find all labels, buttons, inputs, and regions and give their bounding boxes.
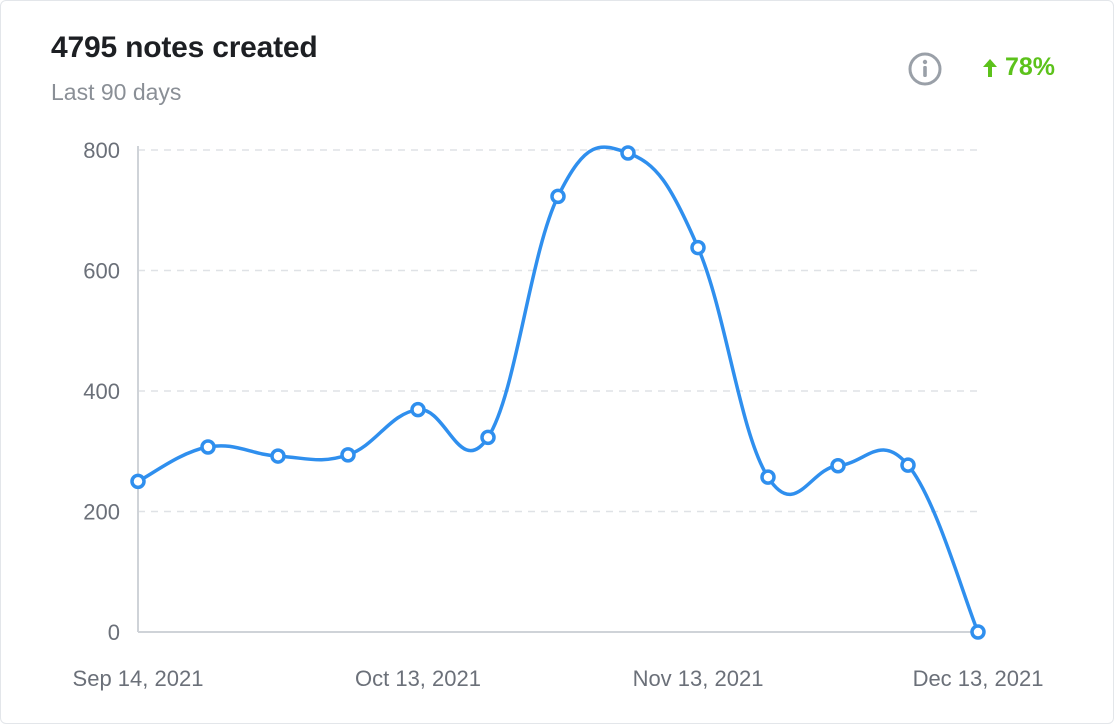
data-point — [620, 145, 636, 161]
x-tick-label: Dec 13, 2021 — [913, 666, 1044, 691]
y-tick-label: 600 — [83, 259, 120, 284]
data-point — [270, 448, 286, 464]
x-tick-label: Oct 13, 2021 — [355, 666, 481, 691]
data-point — [690, 239, 706, 256]
y-tick-label: 200 — [83, 500, 120, 525]
arrow-up-icon — [983, 58, 997, 77]
data-point — [340, 447, 356, 463]
x-tick-label: Sep 14, 2021 — [73, 666, 204, 691]
data-point — [760, 469, 776, 485]
series-line — [136, 145, 980, 634]
trend-badge: 78% — [981, 53, 1055, 82]
trend-value: 78% — [1005, 53, 1056, 81]
data-point — [830, 457, 846, 474]
data-point — [550, 188, 566, 205]
info-circle-icon[interactable] — [907, 51, 943, 87]
data-point — [970, 624, 986, 640]
x-tick-label: Nov 13, 2021 — [633, 666, 764, 691]
chart-title: 4795 notes created — [51, 31, 318, 64]
data-point — [130, 473, 146, 490]
chart-subtitle: Last 90 days — [51, 79, 182, 105]
data-point — [200, 439, 216, 455]
y-tick-label: 0 — [108, 620, 120, 645]
data-point — [900, 457, 916, 473]
data-point — [410, 401, 426, 418]
y-tick-label: 800 — [83, 138, 120, 163]
y-tick-label: 400 — [83, 379, 120, 404]
data-point — [480, 429, 496, 446]
